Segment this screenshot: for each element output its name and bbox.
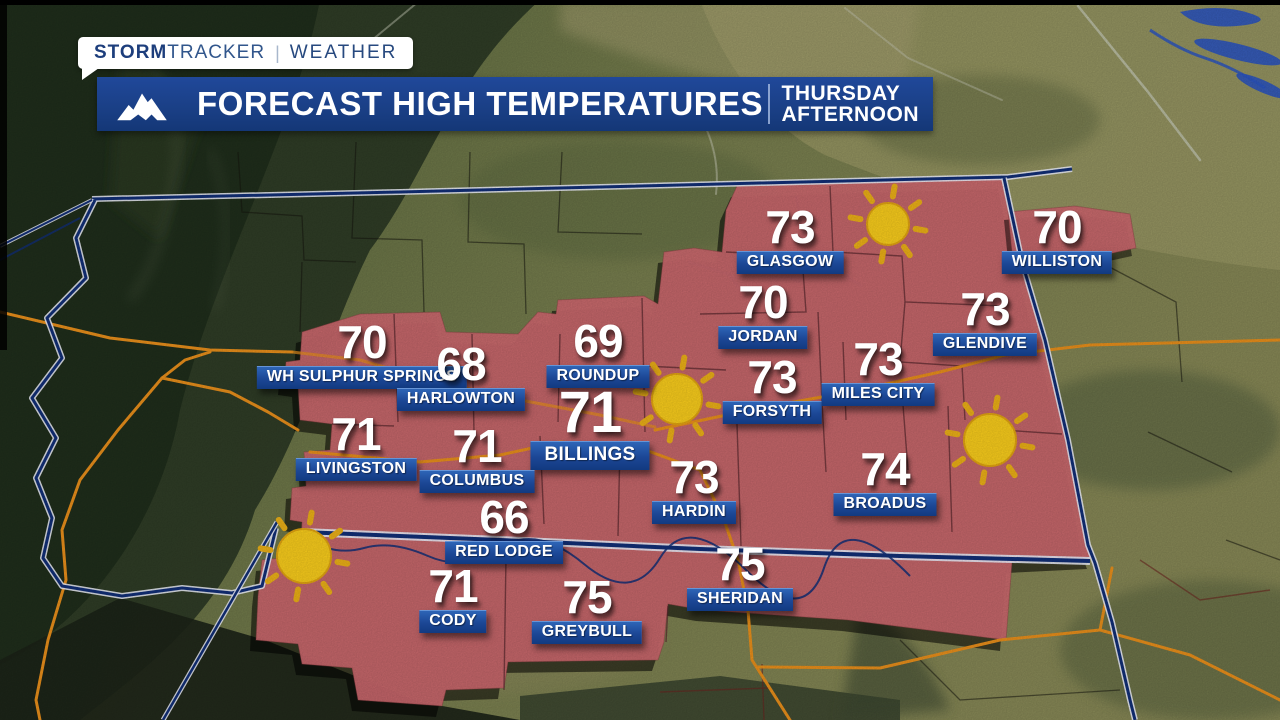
logo-storm-text: STORM <box>94 42 168 63</box>
forecast-banner: FORECAST HIGH TEMPERATURES THURSDAY AFTE… <box>97 77 933 131</box>
banner-timing-line2: AFTERNOON <box>781 103 919 126</box>
stormtracker-logo: STORM TRACKER | WEATHER <box>78 37 414 80</box>
logo-weather-text: WEATHER <box>289 42 398 63</box>
logo-divider: | <box>275 42 280 63</box>
banner-divider <box>767 84 770 124</box>
banner-title: FORECAST HIGH TEMPERATURES <box>197 85 764 122</box>
logo-tracker-text: TRACKER <box>167 42 266 63</box>
banner-timing: THURSDAY AFTERNOON <box>782 83 920 125</box>
letterbox-left <box>0 0 7 350</box>
letterbox-top <box>0 0 1280 5</box>
mountain-icon <box>117 93 167 121</box>
banner-timing-line1: THURSDAY <box>781 82 901 105</box>
